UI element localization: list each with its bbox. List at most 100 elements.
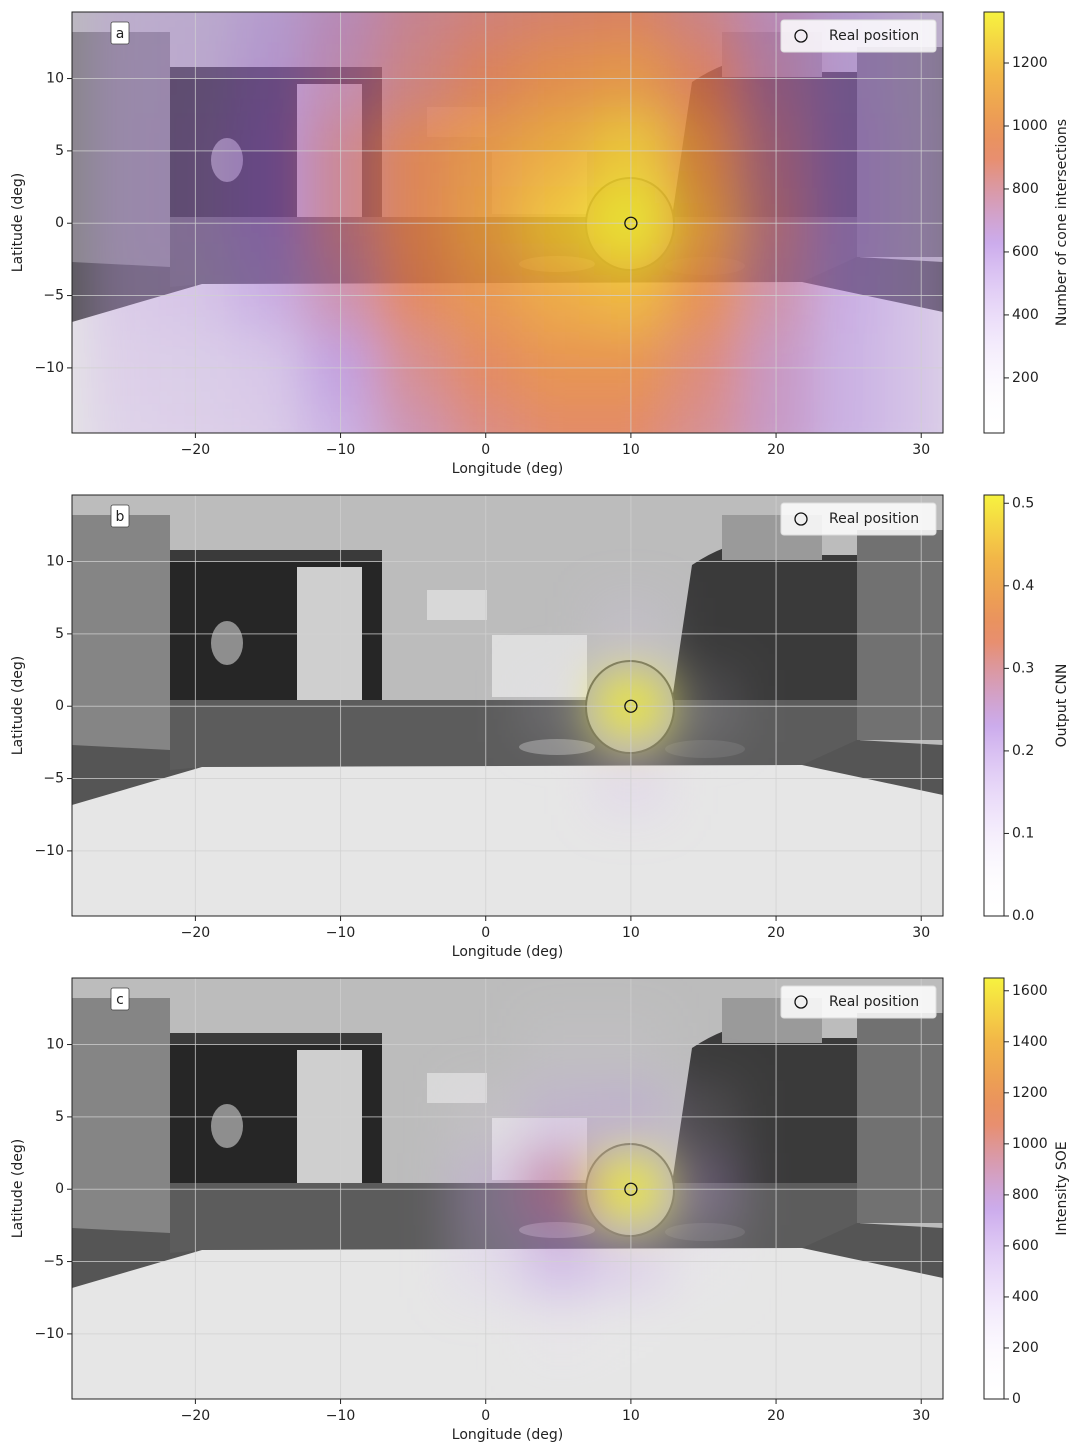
heat-cell (667, 404, 740, 476)
heat-cell (377, 0, 450, 42)
heatmap (87, 0, 958, 476)
colorbar-tick-label: 0.2 (1012, 743, 1034, 759)
y-tick-label: 0 (55, 215, 64, 231)
colorbar-tick-label: 1600 (1012, 983, 1048, 999)
y-tick-label: 10 (46, 1037, 64, 1053)
colorbar-tick-label: 0.5 (1012, 495, 1034, 511)
x-tick-label: 30 (912, 1408, 930, 1424)
y-tick-label: −5 (43, 771, 64, 787)
axes (72, 0, 958, 476)
y-tick-label: −10 (34, 843, 64, 859)
heat-cell (232, 404, 305, 476)
x-axis-label: Longitude (deg) (452, 461, 563, 477)
x-tick-label: −10 (326, 442, 356, 458)
x-tick-label: 10 (622, 1408, 640, 1424)
panel: −20 −10 0 10 20 30 −10 −5 0 5 10 Longitude (deg) Lat… (10, 0, 958, 477)
page: −20 −10 0 10 20 30 −10 −5 0 5 10 Longitude (deg) Lat… (0, 0, 1072, 1445)
y-tick-label: −10 (34, 1326, 64, 1342)
colorbar-tick-label: 600 (1012, 244, 1039, 260)
colorbar-gradient (984, 978, 1004, 1399)
colorbar-tick-label: 0.1 (1012, 825, 1034, 841)
colorbar-tick-label: 1200 (1012, 55, 1048, 71)
colorbar-tick-label: 1000 (1012, 1136, 1048, 1152)
legend-label: Real position (829, 28, 919, 44)
x-tick-label: 20 (767, 925, 785, 941)
y-tick-label: −5 (43, 288, 64, 304)
y-tick-label: 0 (55, 698, 64, 714)
x-tick-label: −20 (181, 1408, 211, 1424)
colorbar-tick-label: 400 (1012, 1289, 1039, 1305)
heat-cell (667, 1370, 740, 1442)
heat-cell (232, 887, 305, 959)
y-tick-label: 5 (55, 1109, 64, 1125)
heat-cell (87, 404, 160, 476)
heat-cell (667, 453, 740, 525)
x-axis-label: Longitude (deg) (452, 1427, 563, 1443)
colorbar-label: Number of cone intersections (1054, 119, 1070, 326)
x-tick-label: 20 (767, 442, 785, 458)
y-axis-label: Latitude (deg) (10, 1139, 26, 1238)
legend: Real position (781, 986, 936, 1018)
panel-label: a (116, 26, 125, 42)
legend: Real position (781, 20, 936, 52)
heat-cell (812, 887, 885, 959)
legend: Real position (781, 503, 936, 535)
colorbar: 200 400 600 800 1000 1200 Number of cone inter… (984, 12, 1070, 433)
colorbar-tick-label: 200 (1012, 1340, 1039, 1356)
x-tick-label: 30 (912, 442, 930, 458)
colorbar-tick-label: 600 (1012, 1238, 1039, 1254)
x-tick-label: 0 (481, 925, 490, 941)
x-tick-label: −10 (326, 1408, 356, 1424)
heat-cell (232, 1370, 305, 1442)
x-tick-label: −10 (326, 925, 356, 941)
heat-cell (232, 936, 305, 1008)
y-axis-label: Latitude (deg) (10, 656, 26, 755)
x-tick-label: 0 (481, 442, 490, 458)
colorbar-gradient (984, 495, 1004, 916)
colorbar-tick-label: 0.0 (1012, 908, 1034, 924)
x-tick-label: −20 (181, 442, 211, 458)
colorbar-tick-label: 0.4 (1012, 578, 1034, 594)
colorbar: 0 200 400 600 800 1000 1200 1400 1600 Intensity S… (984, 978, 1070, 1407)
colorbar-tick-label: 800 (1012, 1187, 1039, 1203)
x-tick-label: 20 (767, 1408, 785, 1424)
heat-cell (522, 0, 595, 42)
heat-cell (812, 1370, 885, 1442)
heat-cell (377, 936, 450, 1008)
heat-cell (667, 887, 740, 959)
heat-cell (232, 453, 305, 525)
y-tick-label: 10 (46, 71, 64, 87)
heat-cell (377, 404, 450, 476)
colorbar-tick-label: 200 (1012, 370, 1039, 386)
y-axis-label: Latitude (deg) (10, 173, 26, 272)
colorbar-tick-label: 1200 (1012, 1085, 1048, 1101)
x-tick-label: 10 (622, 442, 640, 458)
colorbar-tick-label: 0 (1012, 1391, 1021, 1407)
panel-label: c (116, 992, 124, 1008)
x-axis-label: Longitude (deg) (452, 944, 563, 960)
heat-cell (377, 453, 450, 525)
heat-cell (377, 887, 450, 959)
y-tick-label: 5 (55, 143, 64, 159)
colorbar-tick-label: 0.3 (1012, 660, 1034, 676)
heat-cell (87, 887, 160, 959)
colorbar-label: Intensity SOE (1054, 1141, 1070, 1235)
x-tick-label: 0 (481, 1408, 490, 1424)
x-tick-label: 30 (912, 925, 930, 941)
x-tick-label: −20 (181, 925, 211, 941)
colorbar-label: Output CNN (1054, 664, 1070, 748)
colorbar-tick-label: 800 (1012, 181, 1039, 197)
y-tick-label: −10 (34, 360, 64, 376)
colorbar-tick-label: 1400 (1012, 1034, 1048, 1050)
legend-label: Real position (829, 511, 919, 527)
panel: −20−100102030−10−50510Longitude (deg)Lat… (10, 936, 958, 1443)
colorbar-tick-label: 400 (1012, 307, 1039, 323)
colorbar: 0.0 0.1 0.2 0.3 0.4 0.5 Output CNN (984, 495, 1070, 924)
heat-cell (667, 0, 740, 42)
colorbar-tick-label: 1000 (1012, 118, 1048, 134)
heat-cell (667, 936, 740, 1008)
heat-cell (812, 404, 885, 476)
x-tick-label: 10 (622, 925, 640, 941)
y-tick-label: −5 (43, 1254, 64, 1270)
